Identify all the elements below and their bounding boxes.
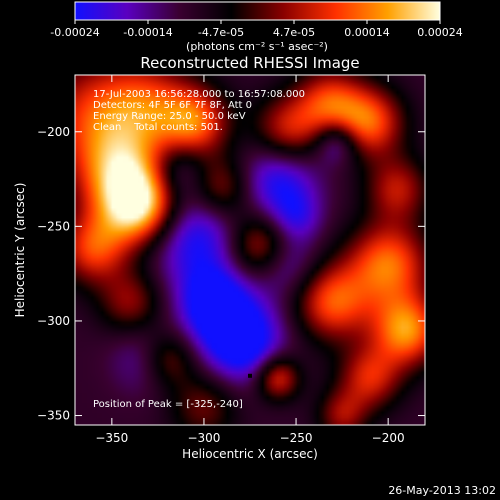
colorbar-tick-label: 0.00024 [417, 26, 463, 39]
colorbar-tick-label: -0.00024 [50, 26, 99, 39]
peak-position-label: Position of Peak = [-325,-240] [93, 399, 243, 410]
colorbar-tick-label: -4.7e-05 [198, 26, 244, 39]
x-tick-label: −350 [95, 431, 128, 445]
annotation-energy: Energy Range: 25.0 - 50.0 keV [93, 111, 246, 122]
colorbar-unit-label: (photons cm⁻² s⁻¹ asec⁻²) [186, 40, 328, 53]
colorbar [74, 1, 441, 21]
timestamp: 26-May-2013 13:02 [388, 484, 496, 497]
heatmap-image [75, 75, 425, 425]
x-tick-label: −250 [280, 431, 313, 445]
peak-marker [248, 373, 252, 378]
y-axis-label: Heliocentric Y (arcsec) [13, 183, 27, 318]
x-tick-label: −200 [372, 431, 405, 445]
x-axis-label: Heliocentric X (arcsec) [182, 447, 318, 461]
plot-frame [74, 74, 426, 426]
colorbar-tick-label: 0.00014 [344, 26, 390, 39]
x-tick-label: −300 [187, 431, 220, 445]
annotation-detectors: Detectors: 4F 5F 6F 7F 8F, Att 0 [93, 100, 252, 111]
y-tick-label: −250 [37, 219, 70, 233]
colorbar-tick-label: -0.00014 [123, 26, 172, 39]
colorbar-ticks: -0.00024 -0.00014 -4.7e-05 4.7e-05 0.00014 0.… [50, 20, 463, 39]
annotation-time: 17-Jul-2003 16:56:28.000 to 16:57:08.000 [93, 89, 305, 100]
y-tick-label: −350 [37, 409, 70, 423]
chart-title: Reconstructed RHESSI Image [140, 54, 359, 72]
annotation-counts: Clean Total counts: 501. [93, 122, 223, 133]
colorbar-tick-label: 4.7e-05 [273, 26, 315, 39]
y-tick-label: −200 [37, 125, 70, 139]
y-tick-label: −300 [37, 314, 70, 328]
axis-ticks: −350 −300 −250 −200 −350 −300 −250 −200 [37, 75, 425, 445]
